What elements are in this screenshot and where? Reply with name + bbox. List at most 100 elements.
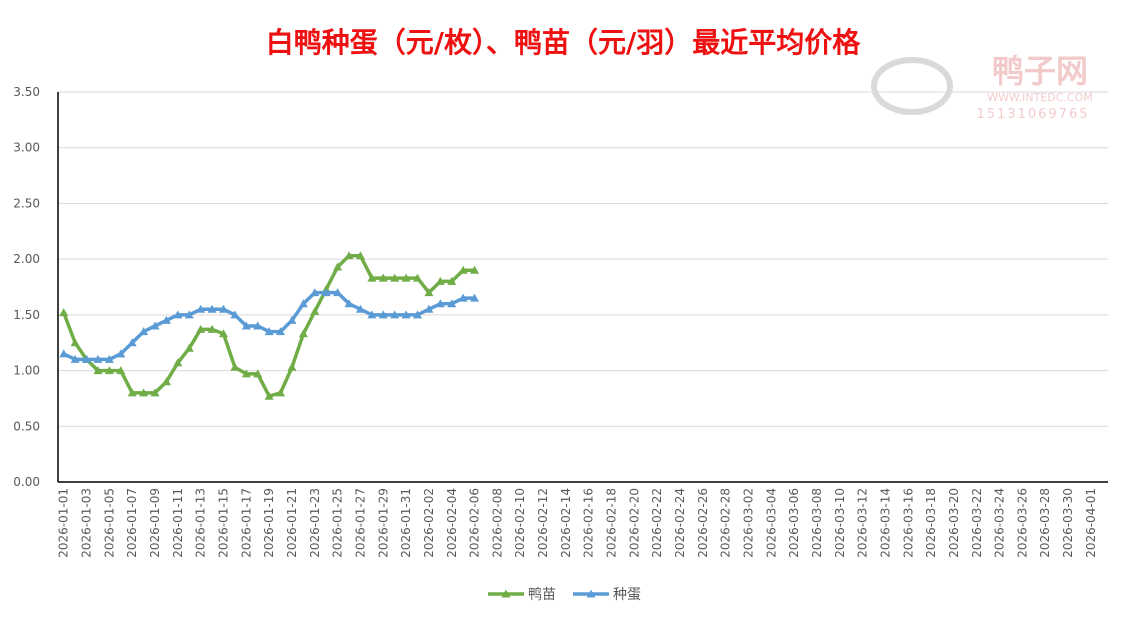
data-point — [70, 338, 80, 347]
x-tick-label: 2026-03-20 — [947, 488, 961, 558]
watermark: 鸭子网 WWW.INTEDC.COM 15131069765 — [871, 52, 1093, 122]
data-point — [344, 299, 354, 308]
x-tick-label: 2026-01-01 — [57, 488, 71, 558]
x-tick-label: 2026-01-07 — [125, 488, 139, 558]
data-point — [390, 273, 400, 282]
data-point — [230, 310, 240, 319]
x-tick-label: 2026-01-27 — [353, 488, 367, 558]
data-point — [150, 388, 160, 397]
data-point — [184, 343, 194, 352]
data-point — [230, 362, 240, 371]
x-tick-label: 2026-02-22 — [650, 488, 664, 558]
data-point — [321, 288, 331, 297]
data-point — [424, 304, 434, 313]
data-point — [287, 362, 297, 371]
x-tick-label: 2026-01-21 — [285, 488, 299, 558]
data-point — [413, 310, 423, 319]
data-point — [355, 251, 365, 260]
x-tick-label: 2026-01-03 — [80, 488, 94, 558]
data-point — [82, 354, 92, 363]
data-point — [378, 273, 388, 282]
data-point — [241, 321, 251, 330]
data-point — [218, 329, 228, 338]
y-tick-label: 1.00 — [13, 364, 40, 378]
y-tick-label: 1.50 — [13, 308, 40, 322]
data-point — [161, 315, 171, 324]
x-tick-label: 2026-02-02 — [422, 488, 436, 558]
x-tick-label: 2026-02-06 — [468, 488, 482, 558]
data-point — [333, 288, 343, 297]
data-point — [93, 366, 103, 375]
data-point — [218, 304, 228, 313]
x-tick-label: 2026-01-29 — [376, 488, 390, 558]
x-tick-label: 2026-02-24 — [673, 488, 687, 558]
data-point — [355, 304, 365, 313]
x-tick-label: 2026-02-26 — [696, 488, 710, 558]
x-tick-label: 2026-02-08 — [490, 488, 504, 558]
data-point — [139, 388, 149, 397]
x-tick-label: 2026-01-31 — [399, 488, 413, 558]
data-point — [344, 251, 354, 260]
data-point — [173, 358, 183, 367]
y-tick-label: 2.00 — [13, 252, 40, 266]
x-tick-label: 2026-03-12 — [856, 488, 870, 558]
x-tick-label: 2026-03-18 — [924, 488, 938, 558]
x-tick-label: 2026-01-25 — [331, 488, 345, 558]
watermark-url: WWW.INTEDC.COM — [987, 91, 1092, 104]
x-tick-label: 2026-03-14 — [878, 488, 892, 558]
data-point — [367, 273, 377, 282]
data-point — [253, 369, 263, 378]
data-point — [241, 369, 251, 378]
x-tick-label: 2026-01-09 — [148, 488, 162, 558]
watermark-name: 鸭子网 — [992, 52, 1088, 90]
x-tick-label: 2026-02-18 — [605, 488, 619, 558]
data-point — [196, 324, 206, 333]
x-tick-label: 2026-02-14 — [559, 488, 573, 558]
data-point — [401, 273, 411, 282]
data-point — [207, 324, 217, 333]
x-tick-label: 2026-02-12 — [536, 488, 550, 558]
x-tick-label: 2026-04-01 — [1084, 488, 1098, 558]
data-point — [173, 310, 183, 319]
data-point — [401, 310, 411, 319]
data-point — [104, 354, 114, 363]
x-tick-label: 2026-01-23 — [308, 488, 322, 558]
data-point — [458, 293, 468, 302]
x-tick-label: 2026-02-04 — [445, 488, 459, 558]
y-tick-label: 2.50 — [13, 196, 40, 210]
data-point — [93, 354, 103, 363]
x-tick-label: 2026-03-02 — [741, 488, 755, 558]
data-point — [184, 310, 194, 319]
data-point — [70, 354, 80, 363]
data-point — [207, 304, 217, 313]
x-tick-label: 2026-03-30 — [1061, 488, 1075, 558]
data-point — [127, 338, 137, 347]
x-tick-label: 2026-02-10 — [513, 488, 527, 558]
legend-marker — [586, 589, 596, 598]
x-tick-label: 2026-02-20 — [627, 488, 641, 558]
data-point — [276, 388, 286, 397]
y-tick-label: 0.00 — [13, 475, 40, 489]
y-tick-label: 3.50 — [13, 85, 40, 99]
x-tick-label: 2026-02-16 — [582, 488, 596, 558]
data-point — [161, 377, 171, 386]
legend-marker — [501, 589, 511, 598]
data-point — [413, 273, 423, 282]
x-tick-label: 2026-01-11 — [171, 488, 185, 558]
x-tick-label: 2026-03-22 — [970, 488, 984, 558]
data-point — [59, 308, 69, 317]
x-tick-label: 2026-03-24 — [993, 488, 1007, 558]
data-point — [424, 288, 434, 297]
x-tick-label: 2026-03-10 — [833, 488, 847, 558]
data-point — [59, 349, 69, 358]
chart-title: 白鸭种蛋（元/枚）、鸭苗（元/羽）最近平均价格 — [266, 26, 861, 59]
data-point — [287, 315, 297, 324]
data-point — [333, 262, 343, 271]
x-tick-label: 2026-01-19 — [262, 488, 276, 558]
data-point — [150, 321, 160, 330]
data-point — [264, 327, 274, 336]
data-point — [310, 307, 320, 316]
y-tick-label: 0.50 — [13, 419, 40, 433]
data-point — [116, 349, 126, 358]
